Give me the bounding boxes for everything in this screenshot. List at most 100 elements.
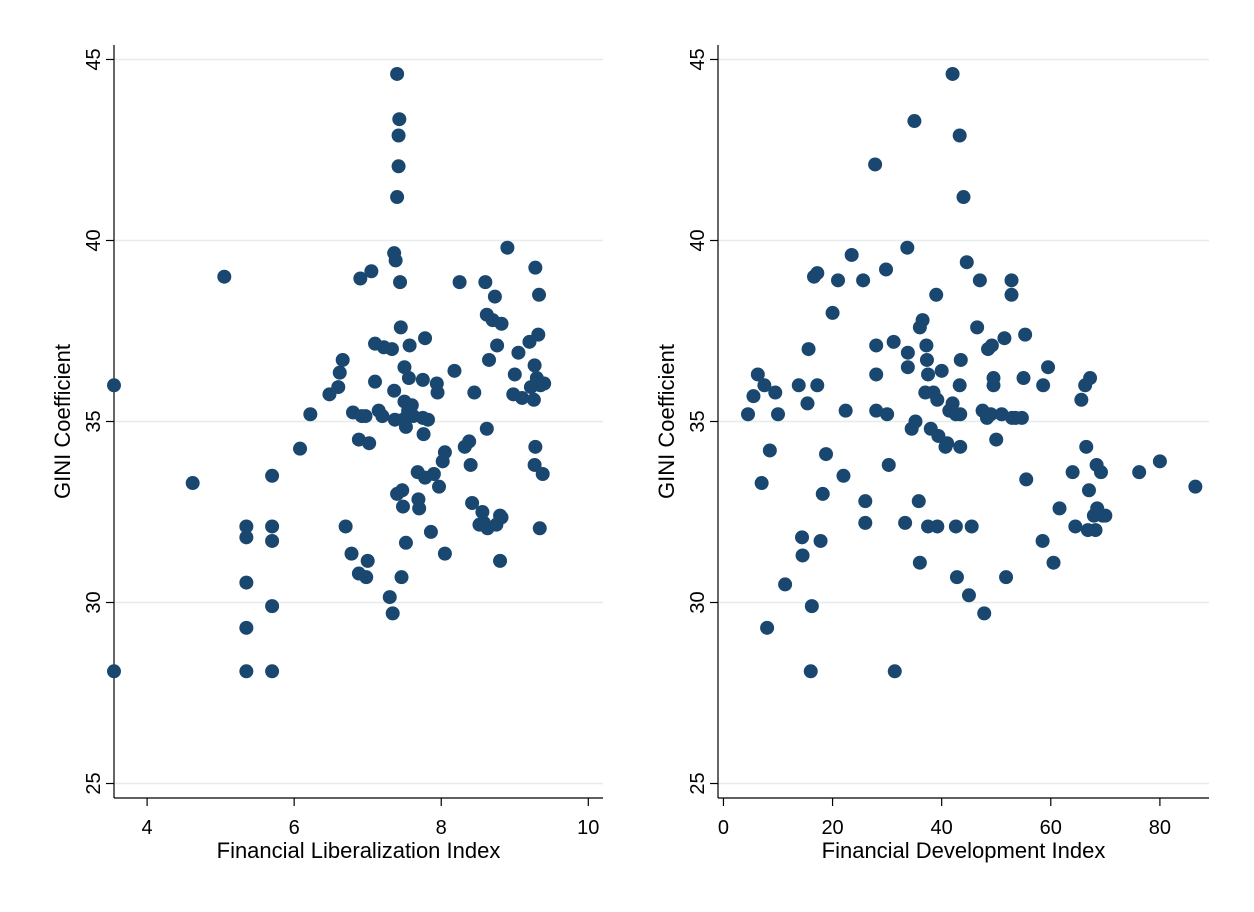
data-point (398, 419, 413, 434)
data-point (1035, 533, 1050, 548)
data-point (919, 352, 934, 367)
x-tick-label: 60 (1040, 817, 1062, 839)
data-point (881, 457, 896, 472)
data-point (879, 262, 894, 277)
data-point (1132, 465, 1147, 480)
data-point (1093, 465, 1108, 480)
data-point (395, 499, 410, 514)
data-point (953, 439, 968, 454)
data-point (762, 443, 777, 458)
data-point (907, 114, 922, 129)
data-point (507, 367, 522, 382)
data-point (844, 247, 859, 262)
data-point (1079, 439, 1094, 454)
data-point (515, 390, 530, 405)
data-point (801, 342, 816, 357)
x-tick-label: 40 (931, 817, 953, 839)
x-tick-label: 8 (436, 817, 447, 839)
data-point (952, 378, 967, 393)
data-point (335, 352, 350, 367)
y-tick-label: 45 (687, 48, 709, 70)
data-point (831, 273, 846, 288)
data-point (999, 570, 1014, 585)
data-point (949, 570, 964, 585)
data-point (898, 515, 913, 530)
data-point (385, 606, 400, 621)
data-point (750, 367, 765, 382)
data-point (531, 327, 546, 342)
data-point (921, 367, 936, 382)
data-point (959, 255, 974, 270)
data-point (107, 378, 121, 393)
data-point (984, 338, 999, 353)
data-point (795, 548, 810, 563)
data-point (384, 342, 399, 357)
data-point (364, 264, 379, 279)
data-point (359, 570, 374, 585)
data-point (940, 436, 955, 451)
data-point (303, 407, 318, 422)
data-point (836, 468, 851, 483)
data-point (265, 519, 280, 534)
data-point (1004, 287, 1019, 302)
x-tick-label: 0 (718, 817, 729, 839)
data-point (1098, 508, 1113, 523)
y-tick-label: 35 (687, 410, 709, 432)
data-point (375, 409, 390, 424)
data-point (1074, 392, 1089, 407)
data-point (934, 363, 949, 378)
y-tick-label: 40 (687, 229, 709, 251)
data-point (494, 510, 509, 525)
data-point (900, 240, 915, 255)
data-point (265, 599, 280, 614)
y-axis-title: GINI Coefficient (654, 344, 679, 499)
x-tick-label: 20 (821, 817, 843, 839)
data-point (810, 378, 825, 393)
data-point (462, 434, 477, 449)
data-point (265, 533, 280, 548)
x-tick-label: 10 (577, 817, 599, 839)
data-point (185, 476, 200, 491)
data-point (239, 575, 254, 590)
data-point (915, 313, 930, 328)
x-tick-label: 6 (289, 817, 300, 839)
data-point (771, 407, 786, 422)
data-point (1052, 501, 1067, 516)
data-point (430, 385, 445, 400)
data-point (395, 483, 410, 498)
data-point (900, 345, 915, 360)
scatter-panel-financial-development: 25 30 35 40 45 0 20 40 60 80 Financial Development… (654, 45, 1209, 863)
data-point (391, 159, 406, 174)
data-point (368, 374, 383, 389)
data-point (527, 457, 542, 472)
data-point (465, 495, 480, 510)
data-point (423, 524, 438, 539)
data-point (886, 334, 901, 349)
y-tick-label: 25 (687, 772, 709, 794)
data-point (239, 620, 254, 635)
data-point (107, 664, 121, 679)
data-point (437, 445, 452, 460)
data-point (418, 331, 433, 346)
data-point (986, 378, 1001, 393)
data-point (239, 530, 254, 545)
data-point (768, 385, 783, 400)
data-point (390, 190, 405, 205)
y-tick-label: 45 (83, 48, 105, 70)
data-point (1188, 479, 1203, 494)
data-point (810, 266, 825, 281)
data-point (1065, 465, 1080, 480)
data-point (880, 407, 895, 422)
data-point (217, 269, 232, 284)
data-point (760, 620, 775, 635)
y-tick-label: 40 (83, 229, 105, 251)
data-point (452, 275, 467, 290)
data-point (869, 338, 884, 353)
data-point (482, 352, 497, 367)
data-point (1019, 472, 1034, 487)
data-point (392, 112, 407, 127)
data-point (401, 371, 416, 386)
data-point (1041, 360, 1056, 375)
data-point (754, 476, 769, 491)
